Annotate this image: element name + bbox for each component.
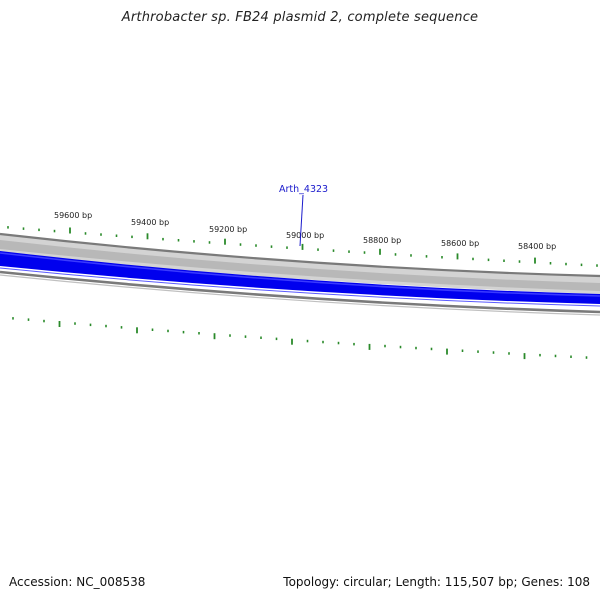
backbone-band-inner xyxy=(0,240,600,291)
tick-label: 58800 bp xyxy=(363,236,401,245)
tick-label: 59200 bp xyxy=(209,225,247,234)
tick-label: 59400 bp xyxy=(131,218,169,227)
map-title: Arthrobacter sp. FB24 plasmid 2, complet… xyxy=(121,10,479,25)
gene-label-arth-4323[interactable]: Arth_4323 xyxy=(279,184,328,195)
tick-label: 59000 bp xyxy=(286,231,324,240)
backbone-edge-bottom-shadow xyxy=(0,274,600,316)
gene-strand-edge xyxy=(0,267,600,307)
gene-strand-highlight xyxy=(0,252,600,297)
tick-label: 59600 bp xyxy=(54,211,92,220)
accession-label: Accession: NC_008538 xyxy=(9,575,146,589)
gene-label-leader xyxy=(299,194,304,247)
lower-tick-marks xyxy=(12,317,588,360)
backbone-edge-top xyxy=(0,232,600,278)
backbone-edge-bottom xyxy=(0,270,600,314)
upper-tick-marks xyxy=(7,226,598,267)
tick-label: 58600 bp xyxy=(441,239,479,248)
tick-label: 58400 bp xyxy=(518,242,556,251)
sequence-summary: Topology: circular; Length: 115,507 bp; … xyxy=(283,575,590,589)
